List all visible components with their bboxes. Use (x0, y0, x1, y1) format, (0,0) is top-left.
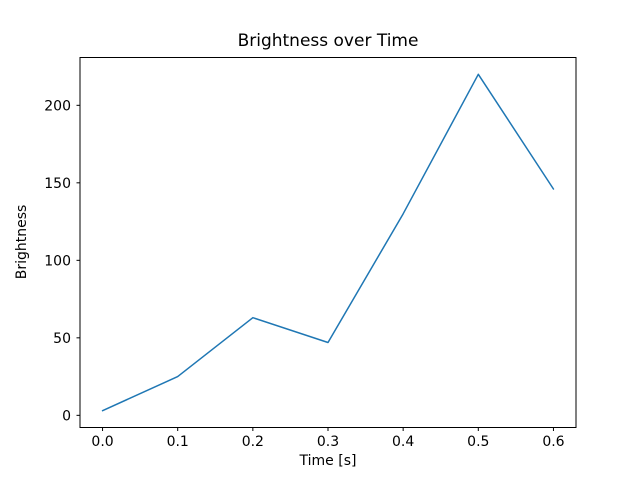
x-tick-label: 0.4 (392, 434, 414, 450)
y-tick-label: 50 (53, 331, 71, 347)
x-tick-label: 0.3 (317, 434, 339, 450)
y-tick-label: 0 (62, 408, 71, 424)
y-tick-label: 150 (44, 176, 71, 192)
x-tick-label: 0.2 (242, 434, 264, 450)
y-tick-label: 100 (44, 253, 71, 269)
chart-title: Brightness over Time (237, 31, 419, 51)
x-tick-label: 0.1 (167, 434, 189, 450)
y-tick-label: 200 (44, 98, 71, 114)
x-tick-label: 0.6 (542, 434, 564, 450)
x-axis-label: Time [s] (299, 453, 357, 469)
x-tick-label: 0.5 (467, 434, 489, 450)
data-line-series (101, 73, 555, 412)
x-tick-label: 0.0 (91, 434, 113, 450)
axes-spines (79, 57, 577, 428)
